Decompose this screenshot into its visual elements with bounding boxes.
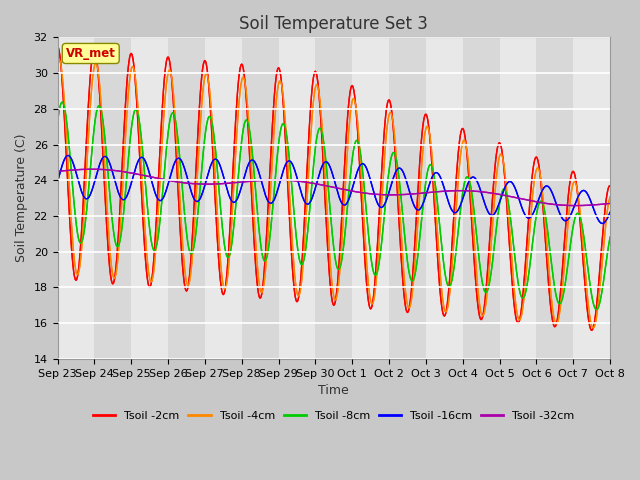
Tsoil -2cm: [588, 327, 595, 333]
Tsoil -2cm: [379, 148, 387, 154]
Tsoil -16cm: [54, 179, 61, 184]
Tsoil -16cm: [606, 209, 614, 215]
Bar: [316, 37, 352, 359]
Tsoil -16cm: [176, 156, 184, 161]
Tsoil -2cm: [606, 183, 614, 189]
Tsoil -32cm: [326, 184, 334, 190]
Tsoil -32cm: [572, 203, 579, 208]
Tsoil -8cm: [58, 99, 66, 105]
Tsoil -8cm: [200, 149, 207, 155]
Tsoil -16cm: [65, 153, 72, 158]
Tsoil -32cm: [435, 189, 442, 194]
Bar: [58, 37, 94, 359]
Tsoil -4cm: [589, 325, 597, 331]
Tsoil -4cm: [54, 60, 61, 65]
Tsoil -8cm: [593, 307, 600, 312]
Bar: [168, 37, 205, 359]
Tsoil -4cm: [176, 190, 184, 196]
Tsoil -32cm: [380, 192, 387, 198]
Line: Tsoil -32cm: Tsoil -32cm: [58, 169, 610, 205]
Title: Soil Temperature Set 3: Soil Temperature Set 3: [239, 15, 428, 33]
Tsoil -4cm: [606, 194, 614, 200]
Tsoil -8cm: [606, 234, 614, 240]
Tsoil -8cm: [326, 205, 334, 211]
Tsoil -4cm: [200, 84, 207, 90]
Line: Tsoil -8cm: Tsoil -8cm: [58, 102, 610, 310]
Tsoil -16cm: [556, 212, 564, 217]
Tsoil -2cm: [54, 43, 61, 49]
Bar: [389, 37, 426, 359]
Tsoil -32cm: [200, 181, 207, 187]
Tsoil -2cm: [175, 201, 182, 207]
Tsoil -32cm: [556, 202, 564, 208]
Tsoil -8cm: [380, 219, 387, 225]
Bar: [94, 37, 131, 359]
Tsoil -16cm: [200, 188, 207, 193]
Bar: [205, 37, 242, 359]
Tsoil -4cm: [380, 166, 387, 172]
Tsoil -8cm: [435, 207, 442, 213]
Line: Tsoil -2cm: Tsoil -2cm: [58, 46, 610, 330]
Tsoil -32cm: [88, 167, 96, 172]
Legend: Tsoil -2cm, Tsoil -4cm, Tsoil -8cm, Tsoil -16cm, Tsoil -32cm: Tsoil -2cm, Tsoil -4cm, Tsoil -8cm, Tsoi…: [89, 406, 579, 425]
Bar: [463, 37, 500, 359]
X-axis label: Time: Time: [319, 384, 349, 397]
Tsoil -32cm: [176, 180, 184, 185]
Tsoil -4cm: [435, 242, 442, 248]
Tsoil -16cm: [326, 164, 334, 169]
Tsoil -16cm: [598, 221, 606, 227]
Bar: [352, 37, 389, 359]
Bar: [278, 37, 316, 359]
Tsoil -8cm: [54, 120, 61, 126]
Tsoil -32cm: [54, 168, 61, 174]
Bar: [426, 37, 463, 359]
Y-axis label: Soil Temperature (C): Soil Temperature (C): [15, 134, 28, 263]
Text: VR_met: VR_met: [66, 47, 116, 60]
Bar: [500, 37, 536, 359]
Tsoil -32cm: [606, 201, 614, 206]
Tsoil -16cm: [435, 171, 442, 177]
Tsoil -2cm: [199, 66, 207, 72]
Tsoil -4cm: [55, 57, 63, 62]
Tsoil -8cm: [176, 153, 184, 158]
Line: Tsoil -4cm: Tsoil -4cm: [58, 60, 610, 328]
Tsoil -4cm: [556, 306, 564, 312]
Tsoil -2cm: [556, 300, 563, 306]
Line: Tsoil -16cm: Tsoil -16cm: [58, 156, 610, 224]
Tsoil -4cm: [326, 256, 334, 262]
Tsoil -16cm: [380, 203, 387, 209]
Bar: [131, 37, 168, 359]
Bar: [242, 37, 278, 359]
Bar: [536, 37, 573, 359]
Tsoil -2cm: [325, 269, 333, 275]
Bar: [573, 37, 610, 359]
Tsoil -8cm: [556, 301, 564, 307]
Tsoil -2cm: [433, 252, 441, 257]
